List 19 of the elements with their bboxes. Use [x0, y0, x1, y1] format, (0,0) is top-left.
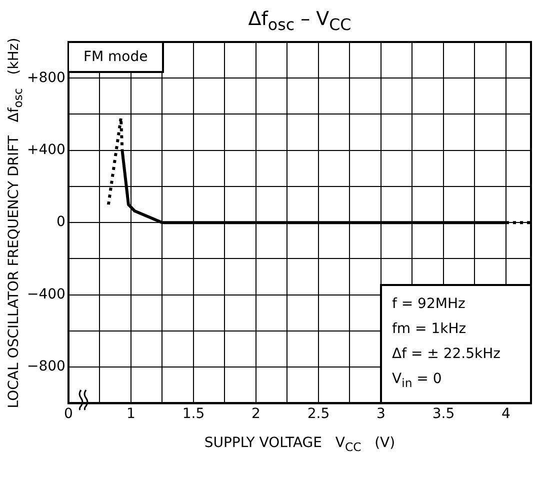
y-tick-label: −800 — [27, 358, 66, 375]
x-tick-label: 3.5 — [432, 406, 455, 422]
annotation: fm = 1kHz — [392, 320, 468, 340]
annotation: FM mode — [69, 43, 164, 73]
x-tick-label: 4 — [502, 406, 511, 422]
annotation: Δf = ± 22.5kHz — [392, 345, 502, 364]
annotation: V$_{in}$ = 0 — [392, 370, 443, 392]
y-tick-label: +400 — [27, 142, 66, 158]
x-tick-label: 1.5 — [182, 406, 205, 422]
annotation: f = 92MHz — [392, 295, 466, 314]
chart-title: Δf$_{osc}$ – V$_{CC}$ — [247, 8, 352, 34]
x-tick-label: 3 — [376, 406, 386, 422]
x-tick-label: 2.5 — [307, 406, 330, 422]
y-tick-label: −400 — [27, 286, 66, 302]
y-tick-label: 0 — [56, 214, 66, 230]
x-tick-label: 2 — [252, 406, 260, 422]
x-axis-title: SUPPLY VOLTAGE V$_{CC}$ (V) — [203, 435, 396, 454]
x-tick-label: 1 — [126, 406, 136, 422]
y-tick-label: +800 — [27, 70, 66, 86]
